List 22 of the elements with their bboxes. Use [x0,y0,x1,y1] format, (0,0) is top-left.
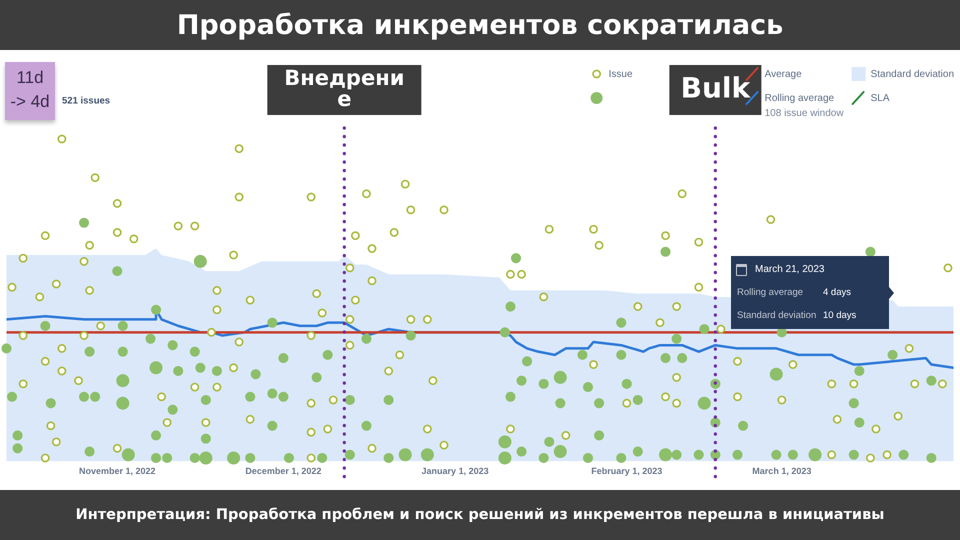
legend-label: Rolling average [764,92,835,104]
text: 108 issue window [764,108,844,119]
annotation: 4 days [823,287,851,298]
legend-label: SLA [870,92,890,104]
x-tick-label: November 1, 2022 [78,466,156,476]
x-tick-label: March 1, 2023 [752,466,812,476]
text: Интерпретация: Проработка проблем и поиск решений из инкрементов перешла в инициативы [76,507,884,523]
x-tick-label: January 1, 2023 [422,466,489,476]
legend-label: Standard deviation [870,68,954,80]
annotation: March 21, 2023 [755,264,824,275]
sticky-note: 11d -> 4d [5,62,55,120]
x-tick-label: February 1, 2023 [591,466,662,476]
chart-title: Проработка инкрементов сократилась [176,10,784,40]
ref-line-label: Bulk [680,71,752,104]
annotation: 10 days [823,310,856,321]
annotation: Rolling average [737,287,804,298]
legend-label: Average [764,68,802,80]
legend-label: Issue [608,68,633,80]
text: 521 issues [62,96,110,107]
annotation: Standard deviation [737,310,816,321]
x-tick-label: December 1, 2022 [245,466,322,476]
ref-line-label: Внедрение [284,66,404,111]
